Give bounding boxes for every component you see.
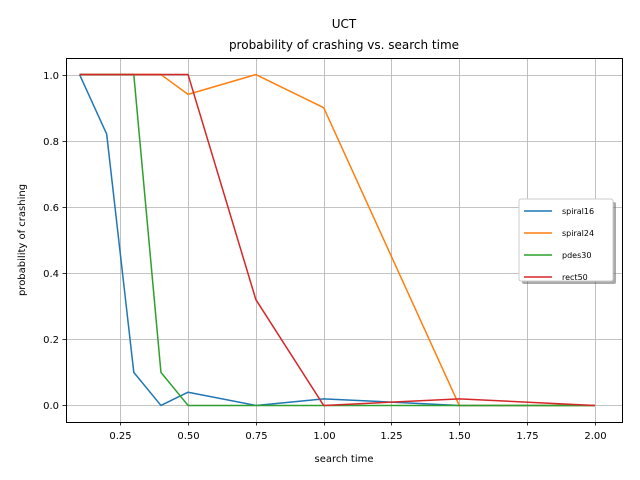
series-line-rect50 bbox=[79, 73, 595, 407]
y-tick-label: 0.4 bbox=[43, 269, 59, 280]
y-axis-label: probability of crashing bbox=[17, 184, 28, 296]
chart-title-line1: UCT bbox=[332, 17, 357, 31]
y-tick-label: 0.8 bbox=[43, 137, 59, 148]
legend-box bbox=[518, 198, 614, 282]
x-tick-label: 0.25 bbox=[109, 431, 131, 442]
legend: spiral16 spiral24 pdes30 rect50 bbox=[518, 198, 616, 284]
plot-frame bbox=[66, 58, 623, 423]
x-tick-label: 1.25 bbox=[380, 431, 402, 442]
x-tick-label: 1.75 bbox=[516, 431, 538, 442]
legend-label-spiral16: spiral16 bbox=[562, 207, 594, 216]
x-tick-label: 0.50 bbox=[177, 431, 199, 442]
x-tick-label: 1.50 bbox=[448, 431, 470, 442]
x-tick-label: 0.75 bbox=[245, 431, 267, 442]
legend-label-rect50: rect50 bbox=[562, 273, 588, 282]
y-tick-label: 0.6 bbox=[43, 203, 59, 214]
ticks: 0.25 0.50 0.75 1.00 1.25 1.50 1.75 2.00 0.0 0.2 0.… bbox=[43, 71, 607, 442]
x-tick-label: 2.00 bbox=[584, 431, 606, 442]
series-line-spiral16 bbox=[78, 74, 595, 407]
series-lines bbox=[78, 73, 595, 407]
y-tick-label: 1.0 bbox=[43, 71, 59, 82]
legend-items: spiral16 spiral24 pdes30 rect50 bbox=[524, 207, 594, 282]
legend-label-spiral24: spiral24 bbox=[562, 229, 594, 238]
x-axis-label: search time bbox=[315, 454, 374, 465]
x-tick-label: 1.00 bbox=[313, 431, 335, 442]
y-tick-label: 0.0 bbox=[43, 401, 59, 412]
y-tick-label: 0.2 bbox=[43, 335, 59, 346]
legend-label-pdes30: pdes30 bbox=[562, 251, 591, 260]
chart-title-line2: probability of crashing vs. search time bbox=[229, 38, 459, 52]
